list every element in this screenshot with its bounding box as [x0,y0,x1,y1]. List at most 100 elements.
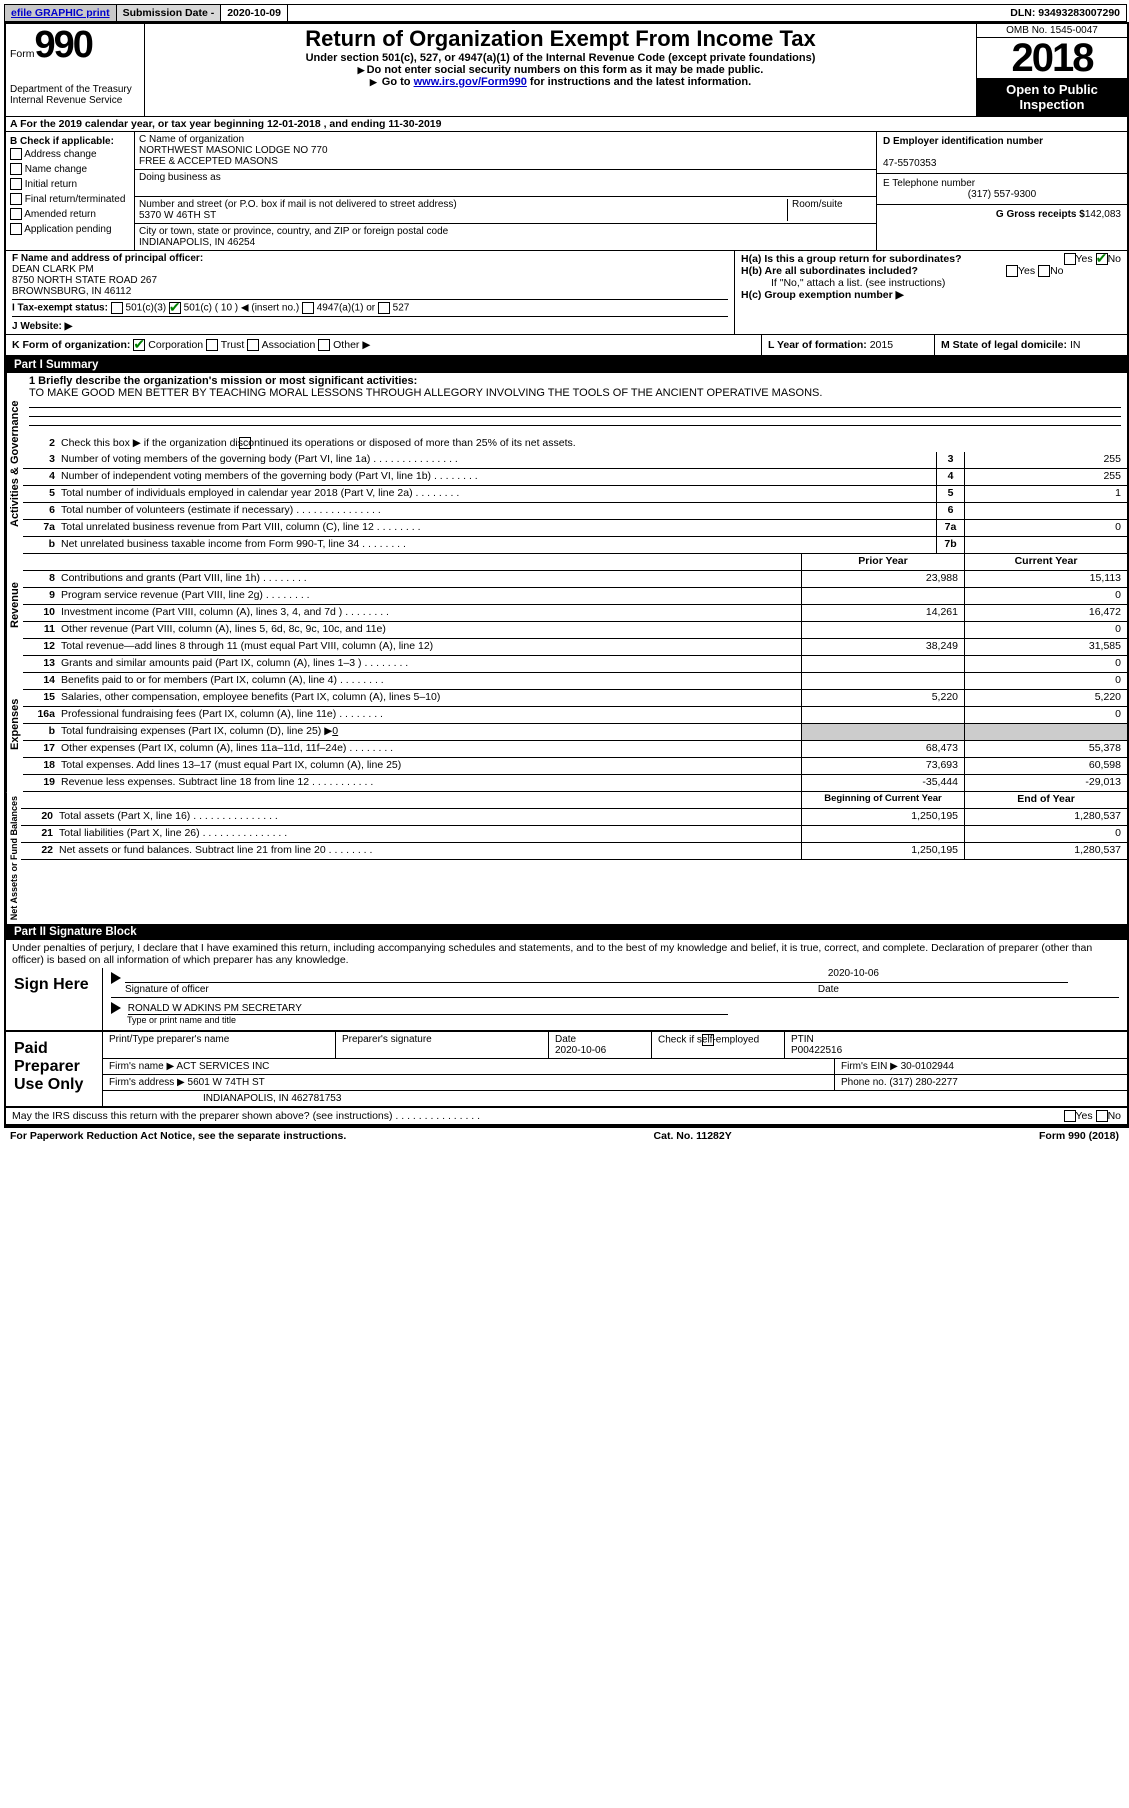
prep-name-label: Print/Type preparer's name [103,1032,336,1058]
footer-right: Form 990 (2018) [1039,1130,1119,1142]
room-label: Room/suite [787,199,872,221]
sign-here-label: Sign Here [6,968,103,1030]
part-2-header: Part II Signature Block [6,924,1127,940]
city-value: INDIANAPOLIS, IN 46254 [139,237,872,248]
org-name-2: FREE & ACCEPTED MASONS [139,156,872,167]
form-number: 990 [35,24,92,66]
hb-no[interactable] [1038,265,1050,277]
side-netassets: Net Assets or Fund Balances [6,792,21,924]
city-label: City or town, state or province, country… [139,226,872,237]
hc: H(c) Group exemption number ▶ [741,289,1121,301]
line17: Other expenses (Part IX, column (A), lin… [59,741,801,757]
subtitle: Under section 501(c), 527, or 4947(a)(1)… [153,52,968,64]
cb-address[interactable]: Address change [10,147,130,162]
name-label: C Name of organization [139,134,872,145]
cb-amended[interactable]: Amended return [10,207,130,222]
prep-date: Date2020-10-06 [549,1032,652,1058]
irs-link[interactable]: www.irs.gov/Form990 [414,76,527,88]
city-cell: City or town, state or province, country… [135,224,876,250]
footer: For Paperwork Reduction Act Notice, see … [4,1128,1125,1144]
discuss-no[interactable] [1096,1110,1108,1122]
ha-yes[interactable] [1064,253,1076,265]
cb-initial[interactable]: Initial return [10,177,130,192]
col-f: F Name and address of principal officer:… [6,251,734,334]
cb-name[interactable]: Name change [10,162,130,177]
ha: H(a) Is this a group return for subordin… [741,253,1121,265]
tax-year: 2018 [977,38,1127,78]
line18: Total expenses. Add lines 13–17 (must eq… [59,758,801,774]
sign-here-block: Sign Here Signature of officer Date 2020… [6,968,1127,1032]
line10: Investment income (Part VIII, column (A)… [59,605,801,621]
form-number-box: Form990 Department of the Treasury Inter… [6,24,145,116]
cb-selfemp[interactable] [702,1034,714,1046]
row-l: L Year of formation: 2015 [761,335,934,355]
org-name-cell: C Name of organization NORTHWEST MASONIC… [135,132,876,170]
officer-addr2: BROWNSBURG, IN 46112 [12,286,131,297]
triangle-icon [111,1002,121,1014]
sig-name-line: RONALD W ADKINS PM SECRETARY Type or pri… [111,1000,1119,1028]
line4: Number of independent voting members of … [59,469,936,485]
firm-addr2: INDIANAPOLIS, IN 462781753 [103,1091,1127,1106]
prior-year-header: Prior Year [801,554,964,570]
line9: Program service revenue (Part VIII, line… [59,588,801,604]
efile-label[interactable]: efile GRAPHIC print [5,5,116,21]
prep-sig-label: Preparer's signature [336,1032,549,1058]
col-h: H(a) Is this a group return for subordin… [734,251,1127,334]
discuss-yes[interactable] [1064,1110,1076,1122]
line8: Contributions and grants (Part VIII, lin… [59,571,801,587]
firm-ein: Firm's EIN ▶ 30-0102944 [835,1059,1127,1074]
cb-corp[interactable] [133,339,145,351]
gross-cell: G Gross receipts $142,083 [877,205,1127,224]
form-container: Form990 Department of the Treasury Inter… [4,22,1129,1128]
org-name-1: NORTHWEST MASONIC LODGE NO 770 [139,145,872,156]
triangle-icon [111,972,121,984]
cb-other[interactable] [318,339,330,351]
officer-label: F Name and address of principal officer: [12,253,203,264]
line13: Grants and similar amounts paid (Part IX… [59,656,801,672]
ein-cell: D Employer identification number 47-5570… [877,132,1127,174]
line16a: Professional fundraising fees (Part IX, … [59,707,801,723]
cb-trust[interactable] [206,339,218,351]
phone-cell: E Telephone number (317) 557-9300 [877,174,1127,205]
addr-cell: Number and street (or P.O. box if mail i… [135,197,876,224]
footer-left: For Paperwork Reduction Act Notice, see … [10,1130,346,1142]
open-inspection: Open to Public Inspection [977,78,1127,116]
line15: Salaries, other compensation, employee b… [59,690,801,706]
type-label: Type or print name and title [111,1015,236,1025]
line12: Total revenue—add lines 8 through 11 (mu… [59,639,801,655]
netassets-section: Net Assets or Fund Balances Beginning of… [6,792,1127,924]
line2: Check this box ▶ if the organization dis… [59,436,1127,452]
col-b-title: B Check if applicable: [10,136,130,147]
sig-officer-label: Signature of officer [125,982,818,995]
ptin-cell: PTINP00422516 [785,1032,1127,1058]
line16b: Total fundraising expenses (Part IX, col… [59,724,801,740]
title-box: Return of Organization Exempt From Incom… [145,24,977,116]
line20: Total assets (Part X, line 16) [57,809,801,825]
line6: Total number of volunteers (estimate if … [59,503,936,519]
hb-yes[interactable] [1006,265,1018,277]
col-b: B Check if applicable: Address change Na… [6,132,135,250]
paid-preparer-block: Paid Preparer Use Only Print/Type prepar… [6,1032,1127,1108]
mission-block: 1 Briefly describe the organization's mi… [23,373,1127,436]
cb-final[interactable]: Final return/terminated [10,192,130,207]
officer-addr1: 8750 NORTH STATE ROAD 267 [12,275,157,286]
cb-discontinued[interactable] [239,437,251,449]
cb-pending[interactable]: Application pending [10,222,130,237]
ha-no[interactable] [1096,253,1108,265]
line5: Total number of individuals employed in … [59,486,936,502]
current-year-header: Current Year [964,554,1127,570]
note-link: Go to www.irs.gov/Form990 for instructio… [153,76,968,88]
cb-501c3[interactable] [111,302,123,314]
side-expenses: Expenses [6,656,23,792]
cb-501c[interactable] [169,302,181,314]
cb-4947[interactable] [302,302,314,314]
side-activities: Activities & Governance [6,373,23,554]
row-j: J Website: ▶ [12,316,728,332]
sig-date: 2020-10-06 [828,968,879,991]
line3: Number of voting members of the governin… [59,452,936,468]
cb-assoc[interactable] [247,339,259,351]
part-1-header: Part I Summary [6,357,1127,373]
row-a: A For the 2019 calendar year, or tax yea… [6,117,1127,132]
revenue-section: Revenue Prior YearCurrent Year 8Contribu… [6,554,1127,656]
cb-527[interactable] [378,302,390,314]
